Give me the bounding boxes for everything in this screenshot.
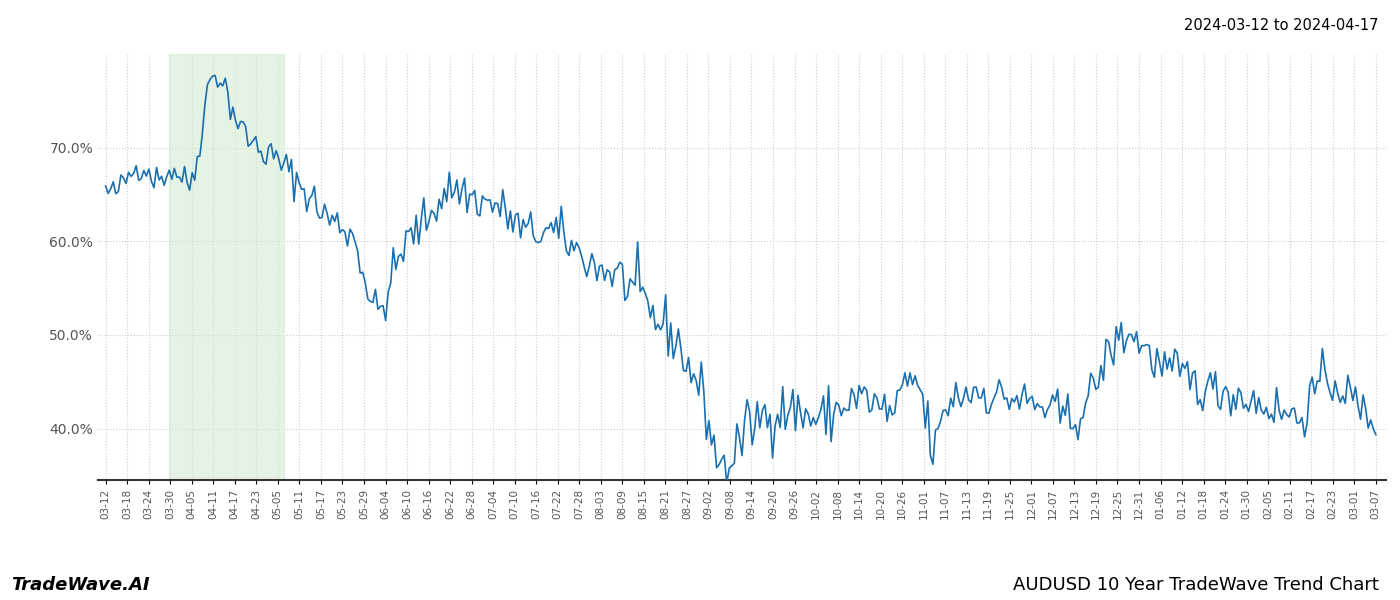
Text: TradeWave.AI: TradeWave.AI <box>11 576 150 594</box>
Bar <box>169 54 284 480</box>
Text: 2024-03-12 to 2024-04-17: 2024-03-12 to 2024-04-17 <box>1184 18 1379 33</box>
Text: AUDUSD 10 Year TradeWave Trend Chart: AUDUSD 10 Year TradeWave Trend Chart <box>1014 576 1379 594</box>
